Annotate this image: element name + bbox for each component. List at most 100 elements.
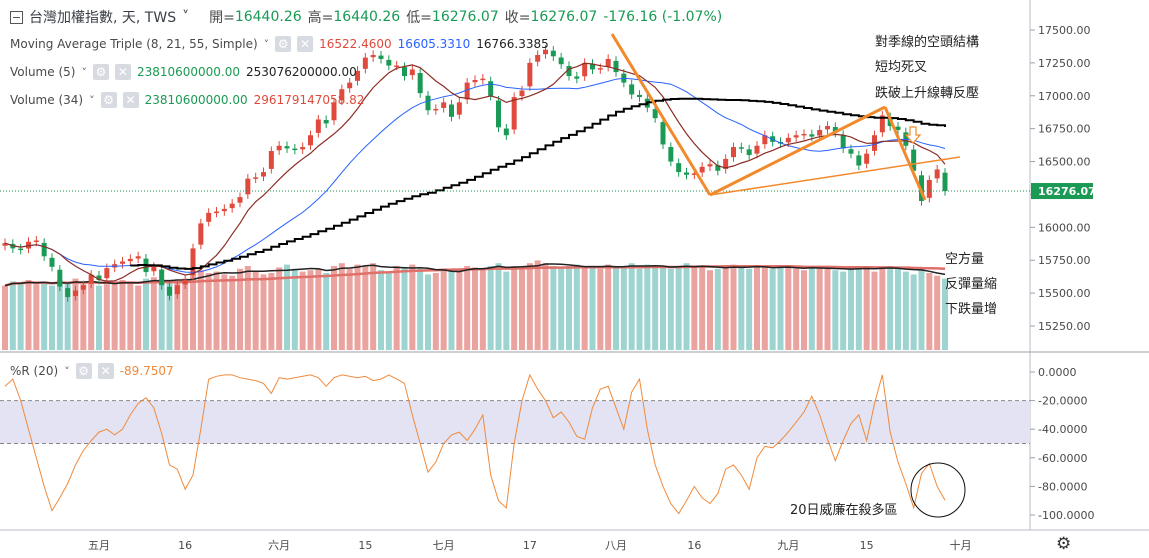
- candle-body: [566, 65, 572, 77]
- volume-bar: [754, 266, 760, 350]
- vol5-legend: Volume (5) ˅ ⚙ ✕ 23810600000.00 25307620…: [10, 63, 357, 81]
- gear-icon[interactable]: ⚙: [92, 64, 109, 80]
- vol34-legend-name[interactable]: Volume (34): [10, 93, 84, 107]
- chevron-down-icon[interactable]: ˅: [89, 93, 95, 107]
- close-icon[interactable]: ✕: [114, 64, 131, 80]
- y-tick-label: 16000.00: [1038, 221, 1091, 234]
- volume-bar: [25, 280, 32, 350]
- candle-body: [182, 279, 188, 285]
- annotation-death-cross: 短均死叉: [875, 60, 928, 75]
- volume-bar: [96, 285, 102, 350]
- collapse-icon[interactable]: [10, 10, 23, 24]
- volume-bar: [276, 267, 283, 350]
- candle-body: [268, 151, 274, 169]
- candle-body: [73, 290, 78, 297]
- candle-body: [49, 257, 55, 267]
- volume-bar: [597, 268, 604, 350]
- volume-bar: [699, 266, 706, 350]
- volume-bar: [761, 267, 768, 350]
- candle-body: [848, 149, 854, 154]
- volume-bar: [103, 284, 110, 350]
- wr-legend-name[interactable]: %R (20): [10, 364, 59, 378]
- x-tick-label: 15: [358, 539, 372, 552]
- wr-y-tick-label: 0.0000: [1038, 366, 1077, 379]
- volume-bar: [558, 268, 565, 350]
- gear-icon[interactable]: ⚙: [1056, 534, 1072, 554]
- candle-body: [65, 288, 71, 298]
- open-value: 16440.26: [234, 9, 302, 25]
- gear-icon[interactable]: ⚙: [75, 363, 92, 379]
- annotation-break-support: 跌破上升線轉反壓: [875, 86, 980, 101]
- volume-bar: [150, 277, 157, 350]
- wr-y-tick-label: -60.0000: [1038, 452, 1087, 465]
- candle-body: [699, 166, 705, 173]
- annotation-wr-zone: 20日威廉在殺多區: [790, 503, 898, 518]
- volume-bar: [268, 273, 275, 350]
- close-icon[interactable]: ✕: [97, 363, 114, 379]
- candle-body: [190, 248, 196, 276]
- x-tick-label: 六月: [268, 539, 290, 552]
- candle-body: [41, 242, 47, 257]
- volume-bar: [41, 282, 48, 350]
- pattern-up-leg: [709, 105, 886, 197]
- candle-body: [362, 57, 368, 69]
- x-tick-label: 17: [523, 539, 537, 552]
- candle-body: [120, 261, 125, 264]
- candle-body: [355, 70, 360, 81]
- ma-legend-name[interactable]: Moving Average Triple (8, 21, 55, Simple…: [10, 37, 258, 51]
- close-icon[interactable]: ✕: [297, 36, 314, 52]
- volume-bar: [88, 281, 95, 350]
- x-tick-label: 七月: [433, 539, 455, 552]
- volume-bar: [237, 268, 243, 350]
- candle-body: [370, 54, 376, 58]
- volume-bar: [244, 266, 251, 350]
- wr-y-tick-label: -20.0000: [1038, 395, 1087, 408]
- candle-body: [18, 248, 24, 251]
- volume-bar: [793, 268, 800, 350]
- volume-bar: [808, 266, 815, 350]
- close-label: 收=: [504, 10, 531, 26]
- volume-bar: [746, 268, 753, 350]
- candle-body: [676, 163, 682, 173]
- volume-bar: [942, 278, 948, 350]
- annotation-down-volume: 下跌量增: [945, 302, 998, 317]
- candle-body: [590, 63, 595, 70]
- candle-body: [731, 147, 736, 158]
- chevron-down-icon[interactable]: ˅: [81, 65, 87, 79]
- symbol-dropdown-chevron[interactable]: ˅: [182, 9, 190, 25]
- header-legend: 台灣加權指數, 天, TWS ˅ 開= 16440.26 高= 16440.26…: [10, 8, 722, 26]
- candle-body: [574, 76, 580, 79]
- pattern-down-leg: [610, 33, 712, 196]
- candle-body: [864, 153, 870, 164]
- candle-body: [402, 67, 407, 77]
- volume-bar: [738, 267, 745, 350]
- candle-body: [762, 135, 768, 145]
- volume-bar: [33, 284, 40, 350]
- volume-bar: [589, 266, 596, 350]
- chevron-down-icon[interactable]: ˅: [64, 364, 70, 378]
- symbol-title[interactable]: 台灣加權指數, 天, TWS: [29, 10, 177, 26]
- volume-bar: [385, 271, 392, 350]
- volume-bar: [182, 278, 189, 350]
- ma55-value: 16766.3385: [476, 37, 549, 51]
- candle-body: [206, 212, 212, 222]
- candle-body: [472, 79, 478, 83]
- volume-bar: [190, 274, 196, 350]
- volume-bar: [135, 285, 142, 350]
- close-icon[interactable]: ✕: [122, 92, 139, 108]
- candle-body: [911, 149, 917, 171]
- volume-bar: [425, 274, 431, 350]
- candle-body: [331, 102, 337, 121]
- volume-bar: [636, 268, 643, 350]
- candle-body: [879, 115, 885, 133]
- vol5-legend-name[interactable]: Volume (5): [10, 65, 76, 79]
- volume-bar: [9, 281, 16, 350]
- volume-bar: [487, 266, 494, 350]
- volume-bar: [291, 268, 298, 350]
- wr-y-tick-label: -100.0000: [1038, 509, 1094, 522]
- gear-icon[interactable]: ⚙: [275, 36, 292, 52]
- chevron-down-icon[interactable]: ˅: [263, 37, 270, 51]
- volume-bar: [479, 268, 486, 350]
- gear-icon[interactable]: ⚙: [100, 92, 117, 108]
